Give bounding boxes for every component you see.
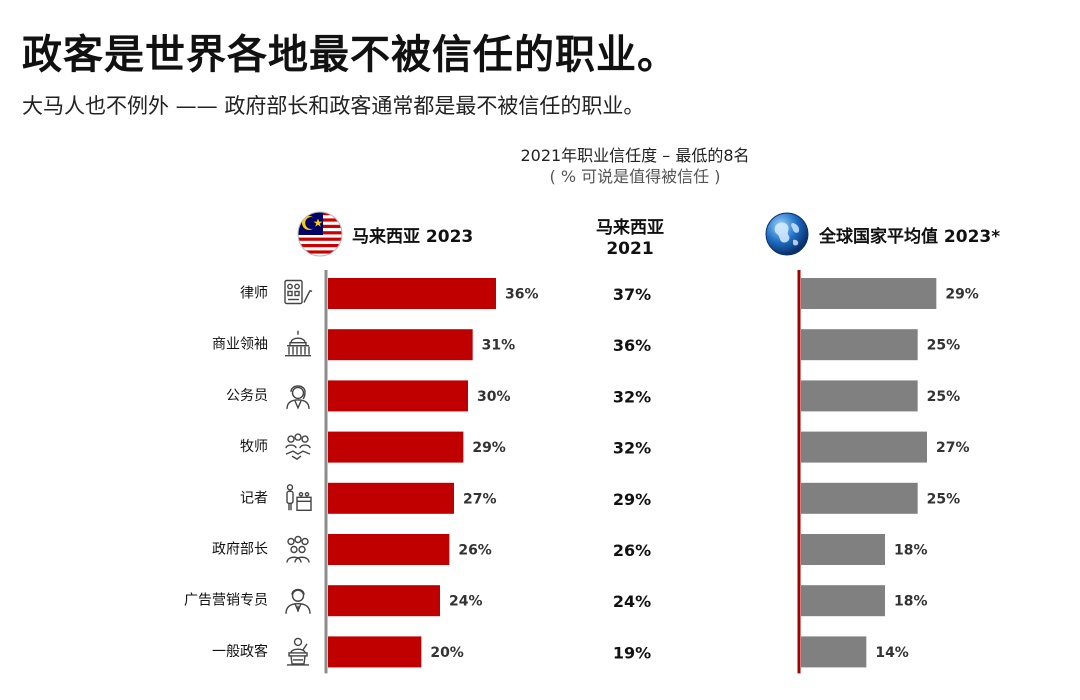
category-label: 政府部长: [212, 542, 268, 558]
malaysia-2023-value-label: 26%: [458, 543, 492, 559]
category-label: 公务员: [226, 388, 268, 404]
malaysia-header: 马来西亚 2023: [297, 211, 473, 257]
reporter-podium-icon: [286, 484, 312, 511]
malaysia-2023-value-label: 27%: [463, 491, 497, 507]
malaysia-2023-value-label: 31%: [482, 338, 516, 354]
capitol-building-icon: [284, 330, 312, 357]
malaysia-2023-value-label: 20%: [430, 645, 464, 661]
globe-icon: [765, 212, 809, 256]
global-2023-value-label: 14%: [875, 645, 909, 661]
malaysia-2021-value: 36%: [613, 336, 651, 355]
global-2023-bar: [801, 482, 918, 514]
malaysia-2021-value: 26%: [613, 541, 651, 560]
category-label: 一般政客: [212, 643, 268, 660]
malaysia-2023-value-label: 30%: [477, 389, 511, 405]
global-2023-bar: [801, 431, 927, 463]
global-2023-bar: [801, 380, 918, 412]
page-subtitle: 大马人也不例外 —— 政府部长和政客通常都是最不被信任的职业。: [22, 94, 645, 118]
malaysia-2021-header: 马来西亚 2021: [570, 218, 690, 260]
global-2023-label: 全球国家平均值 2023*: [819, 226, 1001, 247]
malaysia-2021-value: 29%: [613, 490, 651, 509]
clergy-handshake-icon: [285, 433, 311, 460]
malaysia-2023-bar: [328, 380, 468, 412]
global-2023-value-label: 27%: [936, 440, 970, 456]
category-label: 广告营销专员: [184, 593, 268, 609]
malaysia-2021-value: 19%: [613, 643, 651, 662]
malaysia-2023-value-label: 29%: [472, 440, 506, 456]
chart-layer: 律师 36% 37% 29% 商业领袖 31% 36% 25% 公务员 30% 32% 25% 牧师 29…: [184, 270, 979, 674]
global-2023-bar: [801, 636, 867, 668]
malaysia-2023-label: 马来西亚 2023: [352, 226, 474, 247]
malaysia-2023-bar: [328, 431, 464, 463]
malaysia-2021-label-line2: 2021: [606, 239, 654, 259]
category-label: 律师: [240, 286, 268, 302]
malaysia-2023-bar: [328, 329, 473, 361]
civil-servant-icon: [286, 385, 310, 410]
malaysia-2023-bar: [328, 278, 496, 309]
category-label: 牧师: [240, 439, 268, 455]
minister-group-icon: [286, 535, 310, 564]
page-title: 政客是世界各地最不被信任的职业。: [22, 32, 678, 78]
marketer-suit-icon: [285, 588, 311, 615]
malaysia-2021-value: 32%: [613, 387, 651, 406]
global-2023-value-label: 18%: [894, 543, 928, 559]
malaysia-2023-bar: [328, 534, 450, 565]
malaysia-2021-value: 24%: [613, 592, 651, 611]
global-2023-value-label: 25%: [927, 338, 961, 354]
global-2023-bar: [801, 585, 885, 617]
document-scales-icon: [284, 279, 313, 305]
malaysia-2021-value: 32%: [613, 439, 651, 458]
malaysia-2023-bar: [328, 636, 422, 668]
politician-podium-icon: [286, 637, 310, 666]
chart-title: 2021年职业信任度 – 最低的8名 ( % 可说是值得被信任 ): [420, 146, 850, 187]
malaysia-2023-value-label: 36%: [505, 287, 539, 303]
global-2023-value-label: 25%: [927, 389, 961, 405]
global-2023-value-label: 25%: [927, 491, 961, 507]
chart-title-line1: 2021年职业信任度 – 最低的8名: [520, 146, 750, 165]
global-2023-bar: [801, 329, 918, 361]
malaysia-2021-label-line1: 马来西亚: [596, 218, 664, 238]
global-2023-bar: [801, 534, 885, 565]
global-2023-value-label: 18%: [894, 594, 928, 610]
malaysia-2023-bar: [328, 585, 440, 617]
global-2023-value-label: 29%: [945, 287, 979, 303]
chart-title-line2: ( % 可说是值得被信任 ): [549, 167, 721, 186]
malaysia-flag-icon: [297, 211, 343, 257]
malaysia-2023-bar: [328, 482, 454, 514]
global-2023-bar: [801, 278, 937, 309]
global-header: 全球国家平均值 2023*: [764, 211, 1000, 257]
malaysia-2021-value: 37%: [613, 285, 651, 304]
category-label: 记者: [240, 490, 268, 506]
category-label: 商业领袖: [212, 337, 268, 353]
malaysia-2023-value-label: 24%: [449, 594, 483, 610]
